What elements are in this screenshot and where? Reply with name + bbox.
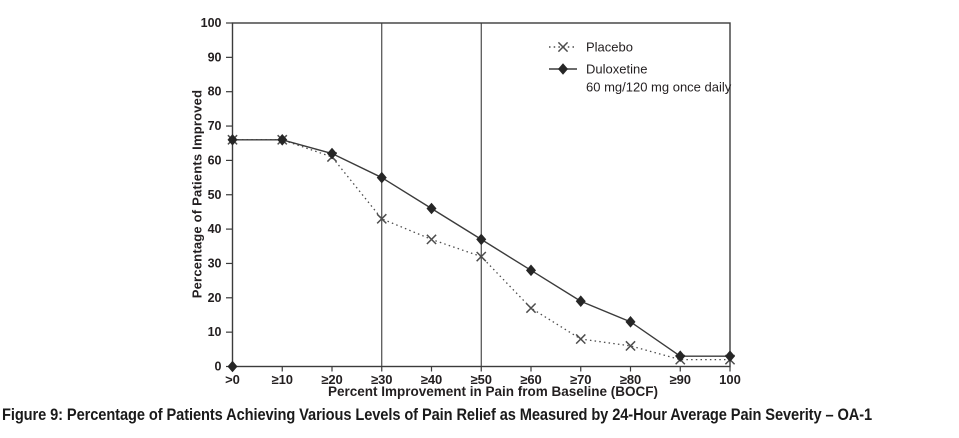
x-tick-label: ≥30	[371, 372, 393, 387]
x-axis-title: Percent Improvement in Pain from Baselin…	[327, 384, 659, 399]
series-duloxetine-marker	[675, 350, 686, 362]
figure-caption: Figure 9: Percentage of Patients Achievi…	[2, 405, 873, 424]
legend-duloxetine-marker-icon	[558, 63, 568, 75]
x-tick-label: ≥90	[669, 372, 691, 387]
y-tick-label: 60	[208, 153, 222, 167]
series-duloxetine-marker	[476, 233, 487, 246]
y-tick-label: 40	[208, 222, 222, 236]
x-tick-label: ≥70	[570, 372, 592, 387]
series-duloxetine-marker	[376, 171, 387, 184]
series-duloxetine-marker	[625, 316, 636, 328]
series-placebo-marker	[575, 333, 586, 345]
legend: Placebo Duloxetine 60 mg/120 mg once daily	[549, 40, 732, 95]
origin-marker	[227, 360, 238, 373]
x-tick-label: >0	[225, 372, 240, 387]
series-placebo-marker	[476, 251, 487, 262]
legend-duloxetine-label: Duloxetine	[586, 62, 647, 77]
series-placebo-line	[232, 139, 730, 361]
series-duloxetine-marker	[575, 295, 586, 308]
y-tick-label: 70	[208, 119, 222, 133]
legend-placebo-label: Placebo	[586, 40, 633, 55]
x-tick-label: ≥40	[421, 372, 443, 387]
pain-relief-line-chart: 0 10 20 30 40 50 60 70 80 90 100 >0 ≥10 ≥20 ≥30 ≥40 ≥50 ≥…	[201, 16, 741, 387]
series-duloxetine-marker	[526, 264, 536, 277]
series-placebo-marker	[525, 302, 537, 314]
series-duloxetine-marker	[725, 350, 735, 362]
x-tick-label: 100	[719, 372, 741, 387]
x-tick-label: ≥60	[520, 372, 542, 387]
x-tick-label: ≥10	[271, 372, 293, 387]
x-tick-label: ≥80	[620, 372, 642, 387]
series-placebo-marker	[426, 234, 437, 245]
series-duloxetine	[227, 133, 735, 362]
y-tick-label: 50	[208, 188, 222, 202]
legend-placebo-marker-icon	[557, 41, 569, 53]
legend-duloxetine-label-line2: 60 mg/120 mg once daily	[586, 80, 732, 95]
series-duloxetine-marker	[277, 133, 288, 146]
y-tick-label: 20	[208, 291, 222, 305]
series-duloxetine-marker	[227, 133, 238, 146]
series-duloxetine-marker	[327, 147, 337, 160]
y-tick-label: 80	[208, 85, 222, 99]
x-tick-label: ≥50	[470, 372, 492, 387]
series-placebo-marker	[625, 340, 636, 352]
y-axis-title: Percentage of Patients Improved	[189, 89, 205, 299]
y-tick-label: 10	[208, 325, 222, 339]
y-tick-label: 0	[215, 360, 222, 374]
y-tick-label: 100	[201, 16, 222, 30]
series-duloxetine-marker	[426, 202, 437, 215]
series-placebo-marker	[376, 213, 387, 224]
y-tick-label: 90	[208, 50, 222, 64]
y-tick-label: 30	[208, 256, 222, 270]
chart-area: 0 10 20 30 40 50 60 70 80 90 100 >0 ≥10 ≥20 ≥30 ≥40 ≥50 ≥…	[201, 16, 741, 387]
x-tick-label: ≥20	[321, 372, 343, 387]
